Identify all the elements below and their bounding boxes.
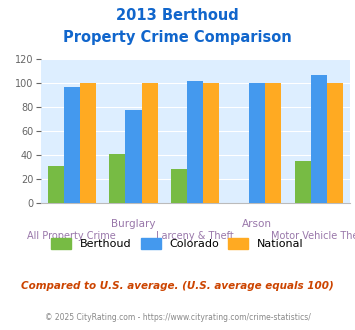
Bar bbox=[64, 87, 80, 203]
Bar bbox=[171, 170, 187, 203]
Text: Compared to U.S. average. (U.S. average equals 100): Compared to U.S. average. (U.S. average … bbox=[21, 281, 334, 291]
Bar bbox=[187, 81, 203, 203]
Bar bbox=[265, 83, 281, 203]
Text: © 2025 CityRating.com - https://www.cityrating.com/crime-statistics/: © 2025 CityRating.com - https://www.city… bbox=[45, 313, 310, 322]
Text: Motor Vehicle Theft: Motor Vehicle Theft bbox=[272, 231, 355, 241]
Bar bbox=[249, 83, 265, 203]
Text: Property Crime Comparison: Property Crime Comparison bbox=[63, 30, 292, 45]
Bar bbox=[295, 161, 311, 203]
Bar bbox=[125, 110, 142, 203]
Bar bbox=[327, 83, 343, 203]
Text: Larceny & Theft: Larceny & Theft bbox=[156, 231, 234, 241]
Bar bbox=[48, 166, 64, 203]
Text: All Property Crime: All Property Crime bbox=[27, 231, 116, 241]
Text: 2013 Berthoud: 2013 Berthoud bbox=[116, 8, 239, 23]
Text: Arson: Arson bbox=[242, 219, 272, 229]
Legend: Berthoud, Colorado, National: Berthoud, Colorado, National bbox=[47, 234, 308, 253]
Bar bbox=[142, 83, 158, 203]
Bar bbox=[203, 83, 219, 203]
Bar bbox=[311, 75, 327, 203]
Bar bbox=[109, 154, 125, 203]
Text: Burglary: Burglary bbox=[111, 219, 156, 229]
Bar bbox=[80, 83, 96, 203]
